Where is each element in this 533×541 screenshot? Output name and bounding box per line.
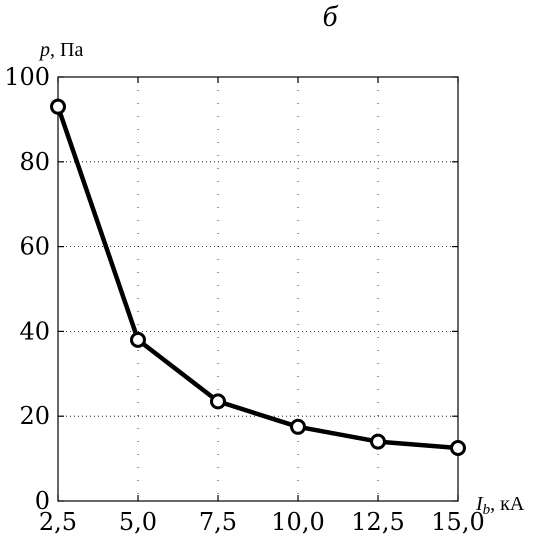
x-axis-label: Ib, кА (475, 493, 525, 518)
x-tick-label: 15,0 (431, 508, 484, 536)
x-tick-label: 12,5 (351, 508, 404, 536)
markers-layer (50, 98, 466, 456)
x-tick-label: 5,0 (119, 508, 157, 536)
data-point (370, 433, 386, 450)
data-point (210, 393, 226, 410)
x-tick-label: 2,5 (39, 508, 77, 536)
data-point (450, 440, 466, 456)
y-axis-variable: p (38, 39, 50, 61)
data-point (130, 331, 146, 348)
y-tick-label: 0 (35, 487, 50, 515)
y-axis-unit: , Па (50, 39, 83, 61)
series-line (55, 104, 461, 451)
labels-layer: 2,5 5,0 7,5 10,0 12,5 15,0 0 20 40 60 80 100 (4, 63, 485, 536)
x-axis-variable: I (475, 493, 484, 515)
y-tick-label: 20 (19, 402, 50, 430)
y-tick-label: 80 (19, 148, 50, 176)
ticks-layer (57, 76, 459, 502)
data-point (50, 98, 66, 115)
y-tick-label: 40 (19, 317, 50, 345)
y-tick-label: 100 (4, 63, 50, 91)
y-axis-label: p, Па (38, 39, 83, 61)
panel-label: б (322, 0, 338, 33)
y-tick-label: 60 (19, 233, 50, 261)
grid-layer (58, 77, 458, 501)
x-axis-subscript: b (483, 502, 491, 518)
x-tick-label: 7,5 (199, 508, 237, 536)
data-point (290, 418, 306, 435)
x-axis-unit: , кА (490, 493, 525, 515)
x-tick-label: 10,0 (271, 508, 324, 536)
plot-area-frame (57, 76, 459, 502)
